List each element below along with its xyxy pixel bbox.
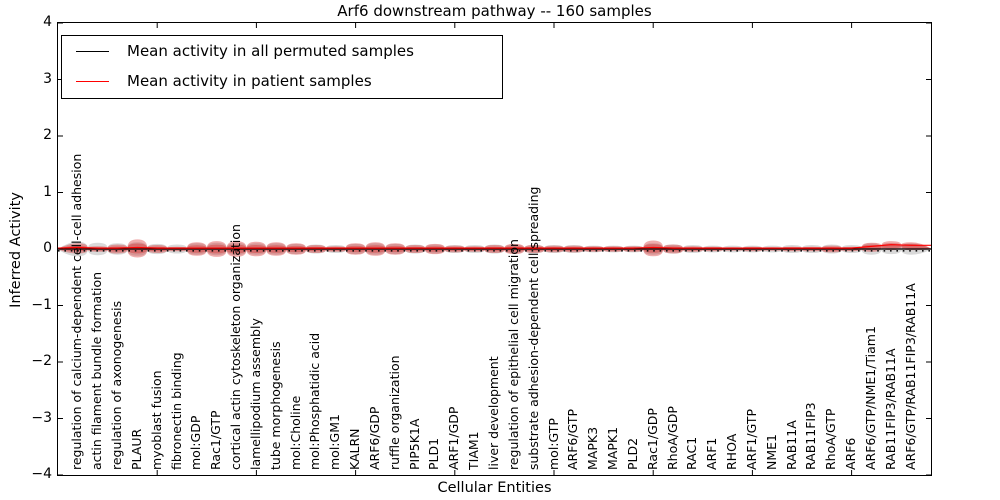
x-tick-label: mol:Choline — [287, 395, 303, 470]
y-tick-label: 3 — [43, 70, 52, 87]
x-tick-label: ARF1/GTP — [743, 408, 759, 470]
x-tick-label: mol:GM1 — [327, 414, 343, 470]
x-tick-label: mol:Phosphatidic acid — [307, 332, 323, 470]
patient-mean-line — [58, 244, 931, 249]
x-tick-label: fibronectin binding — [168, 352, 184, 470]
chart-title: Arf6 downstream pathway -- 160 samples — [337, 2, 652, 20]
legend-entry-patient: Mean activity in patient samples — [62, 66, 502, 96]
x-tick-label: liver development — [486, 356, 501, 470]
y-tick-label: 1 — [43, 183, 52, 200]
x-tick-label: ARF6/GDP — [366, 406, 382, 470]
red-line-swatch-icon — [76, 80, 109, 82]
x-tick-label: RAB11A — [783, 420, 799, 470]
x-tick-label: RhoA/GDP — [664, 406, 680, 470]
x-tick-label: substrate adhesion-dependent cell spread… — [525, 186, 541, 470]
x-tick-label: PLAUR — [128, 428, 144, 470]
x-tick-label: regulation of calcium-dependent cell-cel… — [69, 153, 85, 470]
black-line-swatch-icon — [76, 50, 109, 52]
y-tick-label: −1 — [31, 296, 52, 313]
x-tick-label: regulation of epithelial cell migration — [505, 239, 521, 470]
legend-label-permuted: Mean activity in all permuted samples — [127, 42, 414, 60]
x-tick-label: RAB11FIP3 — [803, 402, 819, 470]
x-tick-label: lamellipodium assembly — [247, 318, 263, 470]
x-tick-label: mol:GTP — [545, 418, 561, 470]
x-tick-label: KALRN — [347, 428, 363, 470]
x-tick-label: ARF6/GTP/RAB11FIP3/RAB11A — [902, 283, 918, 470]
y-tick-label: −2 — [31, 353, 52, 369]
x-tick-label: ARF1/GDP — [446, 406, 462, 470]
x-axis-title: Cellular Entities — [437, 480, 552, 496]
x-tick-label: PIP5K1A — [406, 418, 422, 470]
x-tick-label: actin filament bundle formation — [89, 271, 105, 470]
x-tick-label: Rac1/GDP — [644, 408, 660, 470]
x-tick-label: myoblast fusion — [148, 370, 164, 470]
x-tick-label: regulation of axonogenesis — [109, 300, 125, 470]
x-tick-label: TIAM1 — [466, 431, 482, 470]
y-tick-label: −4 — [31, 466, 52, 482]
x-tick-label: RHOA — [724, 433, 740, 470]
x-tick-label: MAPK3 — [585, 426, 601, 470]
x-tick-label: RAC1 — [684, 436, 700, 470]
y-tick-label: 0 — [43, 240, 52, 256]
legend: Mean activity in all permuted samples Me… — [61, 35, 503, 99]
x-tick-label: PLD2 — [624, 437, 640, 470]
x-tick-label: RAB11FIP3/RAB11A — [882, 348, 898, 470]
x-tick-label: MAPK1 — [605, 426, 621, 470]
x-tick-label: PLD1 — [426, 437, 442, 470]
violin-plot-canvas — [58, 23, 931, 475]
x-tick-label: tube morphogenesis — [267, 341, 283, 470]
x-tick-label: ARF6/GTP — [565, 408, 581, 470]
y-tick-label: 4 — [43, 14, 52, 30]
legend-entry-permuted: Mean activity in all permuted samples — [62, 36, 502, 66]
x-tick-label: ARF1 — [704, 437, 720, 470]
x-tick-label: RhoA/GTP — [823, 408, 839, 470]
x-tick-label: cortical actin cytoskeleton organization — [228, 224, 244, 470]
x-tick-label: mol:GDP — [188, 415, 204, 470]
legend-label-patient: Mean activity in patient samples — [127, 72, 372, 90]
y-tick-label: 2 — [43, 127, 52, 143]
y-tick-label: −3 — [31, 409, 52, 426]
x-tick-label: ARF6/GTP/NME1/Tiam1 — [862, 326, 878, 470]
x-tick-label: Rac1/GTP — [208, 410, 224, 470]
x-tick-label: ARF6 — [843, 437, 859, 470]
x-tick-label: NME1 — [763, 434, 779, 470]
x-tick-label: ruffle organization — [386, 355, 402, 470]
